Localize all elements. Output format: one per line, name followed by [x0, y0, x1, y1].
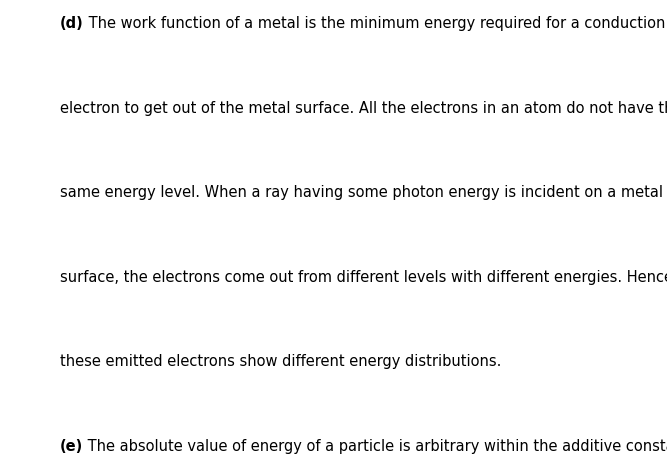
Text: surface, the electrons come out from different levels with different energies. H: surface, the electrons come out from dif…	[60, 270, 667, 285]
Text: The absolute value of energy of a particle is arbitrary within the additive cons: The absolute value of energy of a partic…	[83, 439, 667, 454]
Text: these emitted electrons show different energy distributions.: these emitted electrons show different e…	[60, 354, 502, 369]
Text: (d): (d)	[60, 16, 84, 31]
Text: (e): (e)	[60, 439, 83, 454]
Text: electron to get out of the metal surface. All the electrons in an atom do not ha: electron to get out of the metal surface…	[60, 101, 667, 116]
Text: same energy level. When a ray having some photon energy is incident on a metal: same energy level. When a ray having som…	[60, 185, 663, 200]
Text: The work function of a metal is the minimum energy required for a conduction: The work function of a metal is the mini…	[84, 16, 665, 31]
